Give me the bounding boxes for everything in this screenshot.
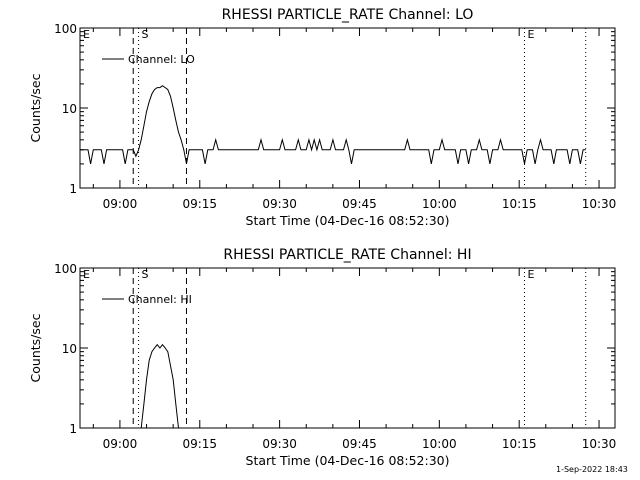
- chart-1-x-tick-label: 10:30: [582, 197, 617, 211]
- chart-1-y-tick-label: 100: [54, 22, 77, 36]
- chart-1-x-tick-label: 10:00: [422, 197, 457, 211]
- chart-2-x-tick-label: 09:45: [342, 437, 377, 451]
- chart-1-frame: [79, 27, 616, 189]
- chart-2-y-tick-label: 10: [62, 342, 77, 356]
- chart-2-marker-label: E: [528, 268, 535, 281]
- chart-1-marker-label: E: [528, 28, 535, 41]
- chart-2-marker-label: S: [142, 268, 149, 281]
- chart-1-y-tick-label: 1: [69, 182, 77, 196]
- chart-1-x-tick-label: 09:30: [262, 197, 297, 211]
- chart-1-title: RHESSI PARTICLE_RATE Channel: LO: [222, 7, 474, 23]
- chart-2-x-tick-label: 09:30: [262, 437, 297, 451]
- chart-1-marker-label: S: [142, 28, 149, 41]
- chart-1-x-tick-label: 09:45: [342, 197, 377, 211]
- chart-2-series-line: [140, 343, 179, 429]
- chart-2-legend-label: Channel: HI: [128, 293, 192, 306]
- chart-1-panel: RHESSI PARTICLE_RATE Channel: LO Start Ti…: [28, 7, 616, 228]
- chart-2-y-axis-label: Counts/sec: [28, 313, 43, 382]
- chart-1-y-axis-label: Counts/sec: [28, 73, 43, 142]
- date-stamp: 1-Sep-2022 18:43: [556, 465, 628, 474]
- chart-2-x-tick-label: 10:30: [582, 437, 617, 451]
- chart-2-title: RHESSI PARTICLE_RATE Channel: HI: [223, 247, 471, 263]
- chart-1-x-tick-label: 10:15: [502, 197, 537, 211]
- chart-1-marker-label: E: [83, 28, 90, 41]
- chart-1-series-line: [80, 85, 586, 164]
- chart-2-x-tick-label: 09:15: [182, 437, 217, 451]
- chart-2-panel: RHESSI PARTICLE_RATE Channel: HI Start Ti…: [28, 247, 616, 468]
- chart-2-y-tick-label: 1: [69, 422, 77, 436]
- chart-1-x-tick-label: 09:00: [103, 197, 138, 211]
- chart-1-y-tick-label: 10: [62, 102, 77, 116]
- chart-2-y-tick-label: 100: [54, 262, 77, 276]
- chart-1-x-axis-label: Start Time (04-Dec-16 08:52:30): [246, 213, 450, 228]
- chart-2-x-tick-label: 09:00: [103, 437, 138, 451]
- chart-2-x-axis-label: Start Time (04-Dec-16 08:52:30): [246, 453, 450, 468]
- chart-1-x-tick-label: 09:15: [182, 197, 217, 211]
- chart-1-legend-label: Channel: LO: [128, 53, 195, 66]
- chart-2-x-tick-label: 10:15: [502, 437, 537, 451]
- chart-2-marker-label: E: [83, 268, 90, 281]
- chart-2-x-tick-label: 10:00: [422, 437, 457, 451]
